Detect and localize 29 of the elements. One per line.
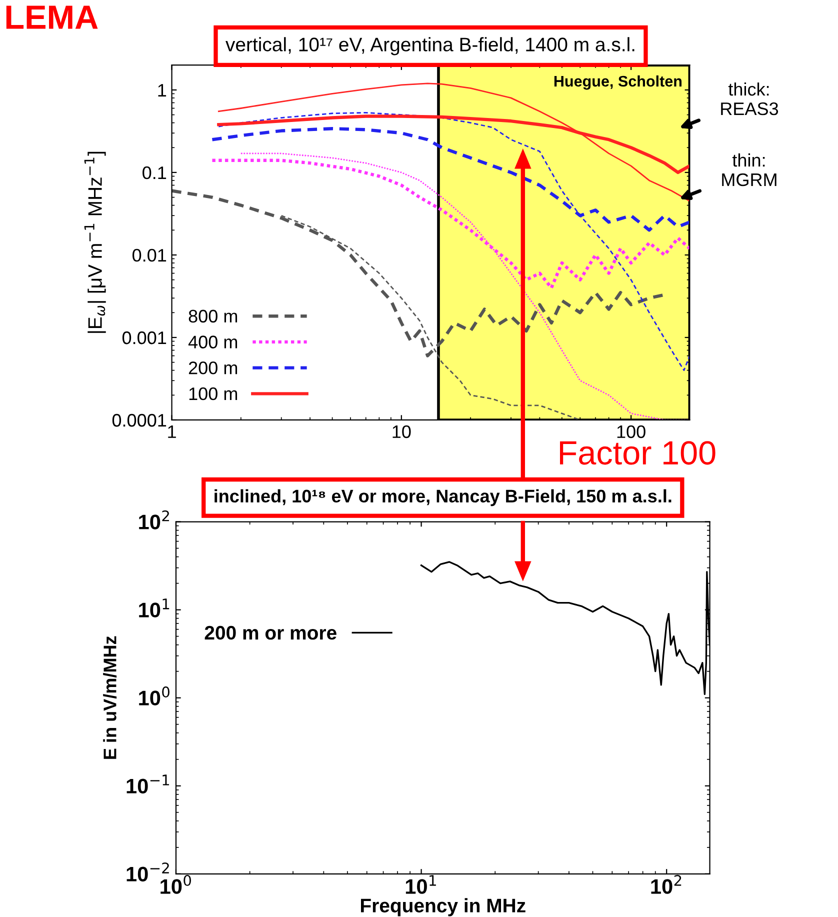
y-tick-label: 0.001 (122, 331, 166, 344)
x-axis-title: Frequency in MHz (361, 898, 526, 916)
y-axis-title: |E$_{ω}$| [μV m$^{−1}$ MHz$^{−1}$] (84, 152, 106, 333)
y-tick-label: 1 (158, 84, 166, 96)
text: thin: MGRM (722, 153, 776, 186)
y-tick-label: 10$^{−1}$ (126, 774, 170, 794)
y-tick-label: 10$^{0}$ (139, 686, 170, 706)
text: Factor 100 (560, 441, 716, 465)
x-tick-label: 10$^{0}$ (160, 874, 191, 894)
band-label: Huegue, Scholten (554, 75, 682, 90)
legend-label: 400 m (188, 336, 238, 348)
y-tick-label: 10$^{2}$ (139, 510, 169, 530)
text: thick: REAS3 (721, 82, 778, 116)
y-tick-label: 10$^{1}$ (139, 598, 170, 618)
text: LEMA (6, 6, 98, 29)
y-axis-title: E in uV/m/MHz (103, 636, 117, 759)
x-tick-label: 10$^{2}$ (651, 874, 682, 894)
y-tick-label: 0.0001 (112, 414, 166, 427)
legend-label: 200 m or more (204, 626, 336, 640)
x-tick-label: 10$^{1}$ (406, 875, 436, 894)
legend-label: 200 m (188, 362, 238, 374)
y-tick-label: 0.1 (142, 166, 166, 180)
x-tick-label: 10 (392, 425, 411, 438)
x-tick-label: 100 (617, 425, 646, 438)
chart-title: inclined, 10¹⁸ eV or more, Nancay B-Field, 150 m a.s.l. (214, 489, 672, 506)
chart-title: vertical, 10¹⁷ eV, Argentina B-field, 1400 m a.s.l. (226, 37, 634, 56)
y-tick-label: 0.01 (132, 248, 166, 262)
legend-label: 800 m (188, 310, 238, 323)
legend-label: 100 m (189, 387, 238, 400)
